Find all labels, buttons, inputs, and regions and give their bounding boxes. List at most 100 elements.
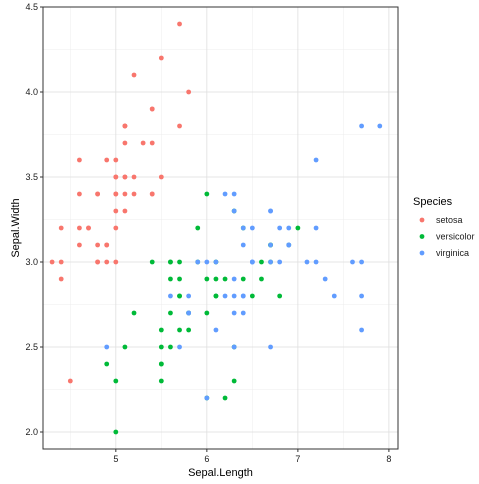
point-virginica [231,191,237,197]
point-virginica [268,344,273,350]
point-setosa [113,157,119,163]
x-tick-label: 5 [113,454,118,464]
point-setosa [149,191,155,197]
panel-border [42,6,399,450]
point-setosa [49,259,55,265]
point-setosa [77,242,82,248]
point-virginica [304,259,310,265]
point-versicolor [158,361,164,367]
x-axis-title: Sepal.Length [188,467,253,479]
legend: Species setosa versicolor virginica [413,196,475,258]
point-setosa [122,140,128,146]
point-versicolor [122,344,128,350]
point-versicolor [222,395,228,401]
point-setosa [122,191,128,197]
y-tick-label: 2.0 [25,427,38,437]
point-virginica [277,259,283,265]
point-versicolor [168,310,173,316]
point-versicolor [168,259,173,265]
point-virginica [186,310,192,316]
legend-label-virginica: virginica [436,248,469,258]
point-virginica [377,123,383,129]
point-versicolor [177,276,182,282]
point-setosa [140,140,146,146]
point-virginica [231,208,237,214]
point-virginica [240,293,246,299]
point-virginica [213,327,219,333]
point-versicolor [240,276,246,282]
point-versicolor [277,293,283,299]
point-setosa [58,259,64,265]
point-versicolor [168,276,173,282]
point-virginica [240,310,246,316]
point-setosa [58,276,64,282]
point-versicolor [158,344,164,350]
point-setosa [95,242,101,248]
point-virginica [286,242,292,248]
y-axis: 2.0 2.5 3.0 3.5 4.0 4.5 [25,2,43,437]
point-versicolor [177,293,182,299]
point-virginica [204,259,210,265]
point-setosa [104,242,110,248]
x-tick-label: 6 [204,454,209,464]
point-virginica [177,344,182,350]
point-setosa [113,225,119,231]
point-virginica [195,259,201,265]
point-setosa [177,21,182,27]
point-setosa [158,174,164,180]
point-virginica [268,208,273,214]
point-virginica [359,259,364,265]
legend-key-versicolor [419,234,425,239]
point-versicolor [113,378,119,384]
point-versicolor [259,276,264,282]
point-setosa [122,174,128,180]
point-virginica [359,327,364,333]
point-virginica [186,293,192,299]
point-setosa [149,106,155,112]
point-setosa [186,89,192,95]
point-setosa [58,225,64,231]
point-virginica [249,225,255,231]
legend-key-setosa [419,217,425,223]
legend-label-versicolor: versicolor [436,232,475,242]
point-virginica [322,276,328,282]
point-virginica [204,395,210,401]
y-axis-title: Sepal.Width [10,198,22,257]
point-virginica [104,344,110,350]
point-virginica [313,225,319,231]
point-setosa [86,225,91,231]
point-virginica [350,259,355,265]
point-virginica [231,293,237,299]
point-versicolor [186,327,192,333]
point-versicolor [158,327,164,333]
point-virginica [313,259,319,265]
point-versicolor [158,378,164,384]
point-versicolor [168,344,173,350]
x-tick-label: 7 [295,454,300,464]
legend-label-setosa: setosa [436,215,463,225]
point-virginica [168,293,173,299]
point-setosa [77,191,82,197]
y-tick-label: 3.0 [25,257,38,267]
point-setosa [113,259,119,265]
point-setosa [113,174,119,180]
legend-title: Species [413,196,453,208]
y-tick-label: 3.5 [25,172,38,182]
point-setosa [77,157,82,163]
point-virginica [313,157,319,163]
point-setosa [113,208,119,214]
point-virginica [231,344,237,350]
point-virginica [359,123,364,129]
point-versicolor [295,225,301,231]
point-versicolor [222,276,228,282]
point-versicolor [131,310,137,316]
point-virginica [231,276,237,282]
y-tick-label: 2.5 [25,342,38,352]
data-points [49,21,383,435]
point-versicolor [213,276,219,282]
point-setosa [122,208,128,214]
x-tick-label: 8 [386,454,391,464]
point-versicolor [204,276,210,282]
point-virginica [213,259,219,265]
